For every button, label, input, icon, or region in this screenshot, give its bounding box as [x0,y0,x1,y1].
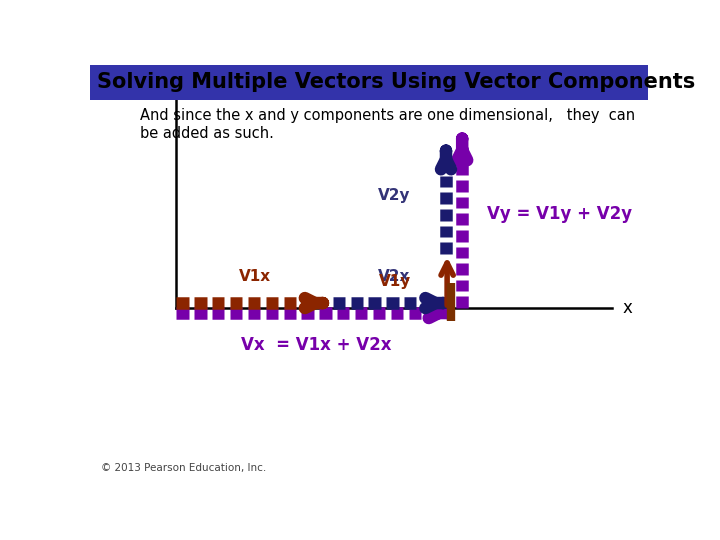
Text: V2y: V2y [378,188,411,203]
Text: V2x: V2x [378,269,410,285]
Text: V1y: V1y [379,274,411,288]
Text: y: y [167,65,177,84]
Text: © 2013 Pearson Education, Inc.: © 2013 Pearson Education, Inc. [101,463,266,473]
Text: be added as such.: be added as such. [140,126,274,141]
Text: x: x [623,299,633,317]
Text: Vx  = V1x + V2x: Vx = V1x + V2x [240,336,391,354]
Text: And since the x and y components are one dimensional,   they  can: And since the x and y components are one… [140,109,635,124]
Text: Vy = V1y + V2y: Vy = V1y + V2y [487,206,632,224]
Text: Solving Multiple Vectors Using Vector Components: Solving Multiple Vectors Using Vector Co… [96,72,695,92]
Text: V1x: V1x [238,269,271,285]
Bar [90,65,648,100]
